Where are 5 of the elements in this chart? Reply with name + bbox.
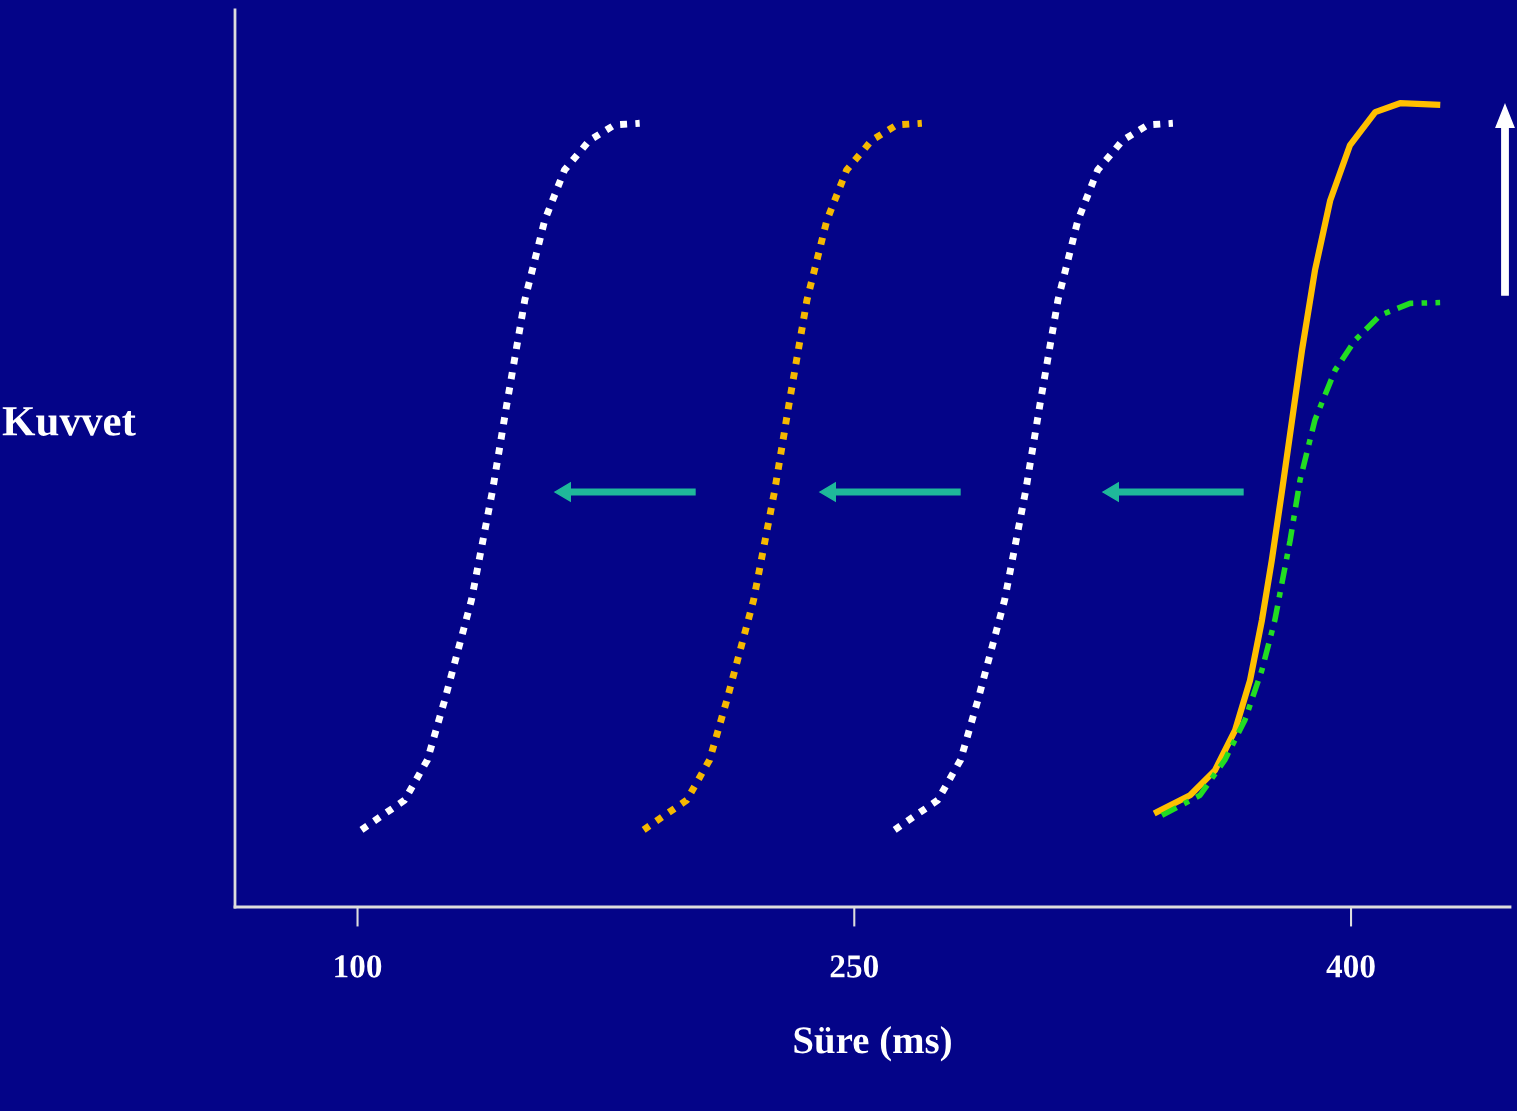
- x-tick-label: 400: [1326, 955, 1375, 978]
- x-tick-label: 250: [830, 955, 879, 978]
- x-axis-title: Süre (ms): [794, 1026, 951, 1062]
- y-axis-title: Kuvvet: [2, 407, 136, 436]
- x-tick-label: 100: [335, 955, 382, 978]
